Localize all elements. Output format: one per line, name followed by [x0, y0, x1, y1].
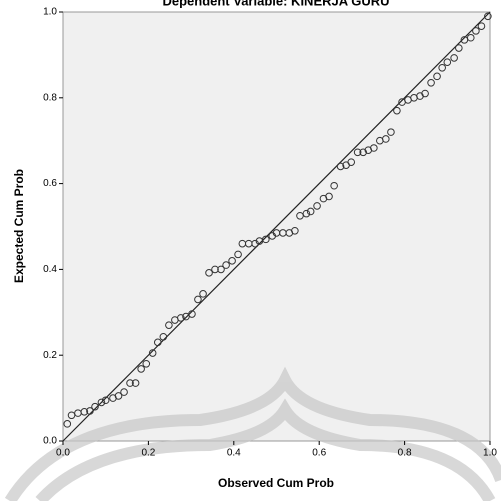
- data-point: [165, 321, 173, 329]
- data-point: [120, 388, 128, 396]
- data-point: [427, 78, 435, 87]
- data-point: [153, 338, 162, 347]
- x-axis-label: Observed Cum Prob: [218, 476, 334, 490]
- x-tick-label: 0.8: [398, 448, 412, 459]
- data-point: [234, 250, 242, 259]
- x-tick-label: 0.6: [312, 448, 326, 459]
- data-point: [421, 89, 429, 98]
- data-point: [126, 379, 134, 387]
- data-point: [438, 63, 446, 72]
- data-point: [306, 207, 315, 216]
- data-point: [466, 33, 475, 42]
- data-point: [472, 27, 480, 35]
- data-point: [228, 257, 236, 265]
- y-tick-label: 0.4: [43, 264, 57, 275]
- data-point: [443, 58, 452, 66]
- x-tick-label: 1.0: [483, 448, 497, 459]
- data-point: [336, 162, 345, 171]
- data-point: [387, 128, 395, 136]
- y-tick-label: 0.0: [43, 436, 57, 447]
- data-point: [353, 148, 362, 157]
- watermark: [4, 366, 501, 501]
- data-point: [159, 332, 168, 341]
- data-point: [370, 144, 378, 152]
- data-point: [211, 265, 219, 274]
- data-point: [359, 148, 367, 157]
- y-tick-label: 0.8: [43, 92, 57, 103]
- data-point: [262, 235, 270, 244]
- data-point: [302, 209, 311, 218]
- data-point: [455, 44, 463, 52]
- y-axis-label: Expected Cum Prob: [12, 169, 26, 283]
- data-point: [177, 314, 185, 322]
- data-point: [382, 135, 390, 143]
- chart-title: Dependent Variable: KINERJA GURU: [162, 0, 389, 8]
- data-point: [101, 396, 110, 405]
- data-point: [330, 181, 338, 190]
- x-tick-label: 0.0: [56, 448, 70, 459]
- data-point: [477, 22, 486, 30]
- data-point: [393, 106, 401, 115]
- data-point: [63, 420, 72, 428]
- data-point: [325, 192, 333, 201]
- data-point: [142, 359, 151, 368]
- data-point: [114, 392, 123, 400]
- data-point: [251, 239, 259, 248]
- data-point: [222, 261, 230, 269]
- data-point: [188, 310, 196, 318]
- data-point: [131, 379, 140, 387]
- y-tick-label: 0.6: [43, 178, 57, 189]
- y-tick-label: 0.2: [43, 350, 57, 361]
- data-point: [347, 158, 356, 166]
- data-point: [80, 408, 89, 416]
- data-point: [205, 269, 213, 277]
- data-point: [137, 365, 145, 373]
- reference-line: [62, 11, 491, 442]
- x-tick-label: 0.2: [141, 448, 155, 459]
- data-point: [194, 295, 202, 304]
- data-point: [91, 402, 99, 411]
- data-point: [291, 226, 299, 235]
- y-tick-label: 1.0: [43, 7, 57, 18]
- data-point: [450, 54, 458, 62]
- data-point: [313, 202, 321, 210]
- data-point: [148, 349, 157, 357]
- data-point: [484, 12, 492, 21]
- data-point: [97, 398, 106, 407]
- data-point: [433, 72, 441, 81]
- data-point: [199, 290, 207, 298]
- data-point: [217, 265, 225, 274]
- x-tick-label: 0.4: [227, 448, 241, 459]
- data-point: [86, 407, 94, 415]
